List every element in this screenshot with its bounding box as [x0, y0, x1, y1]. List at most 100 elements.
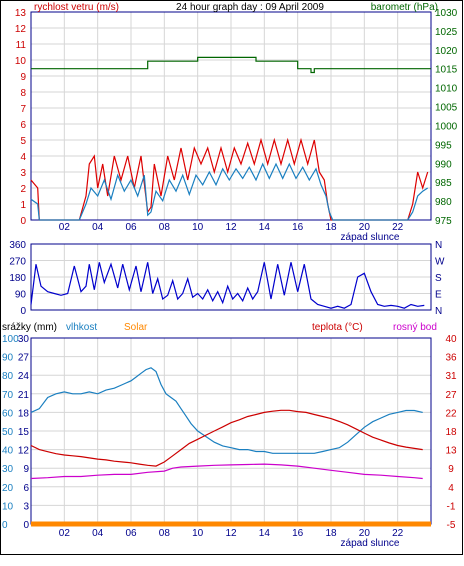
- series-line: [31, 56, 431, 74]
- srazky-tick-label: 24: [18, 371, 30, 382]
- series-line: [30, 262, 425, 309]
- right-tick-label: 1020: [435, 46, 458, 57]
- vlhkost-tick-label: 100: [2, 334, 19, 345]
- teplota-tick-label: 13: [445, 446, 457, 457]
- left-tick-label: 0: [20, 216, 26, 227]
- right-tick-label: 985: [435, 178, 452, 189]
- teplota-tick-label: -5: [447, 520, 456, 531]
- x-tick-label: 12: [225, 222, 237, 233]
- x-tick-label: 18: [325, 222, 337, 233]
- srazky-tick-label: 21: [18, 390, 30, 401]
- rosny-bod-label: rosný bod: [393, 322, 437, 333]
- x-annotation: západ slunce: [341, 232, 400, 243]
- srazky-tick-label: 18: [18, 408, 30, 419]
- right-tick-label: W: [435, 257, 445, 268]
- vlhkost-tick-label: 20: [2, 483, 14, 494]
- right-tick-label: 995: [435, 140, 452, 151]
- right-tick-label: 1030: [435, 8, 458, 19]
- x-tick-label: 06: [125, 528, 137, 539]
- vlhkost-tick-label: 70: [2, 390, 14, 401]
- left-tick-label: 4: [20, 152, 26, 163]
- x-tick-label: 20: [359, 222, 371, 233]
- left-tick-label: 12: [15, 24, 27, 35]
- vlhkost-tick-label: 30: [2, 464, 14, 475]
- x-tick-label: 12: [225, 528, 237, 539]
- x-tick-label: 22: [392, 528, 404, 539]
- vlhkost-tick-label: 10: [2, 501, 14, 512]
- series-line: [30, 367, 423, 454]
- right-tick-label: E: [435, 290, 442, 301]
- right-tick-label: 1005: [435, 103, 458, 114]
- left-tick-label: 1: [20, 200, 26, 211]
- left-tick-label: 9: [20, 72, 26, 83]
- x-tick-label: 16: [292, 528, 304, 539]
- vlhkost-tick-label: 90: [2, 353, 14, 364]
- x-annotation: západ slunce: [341, 538, 400, 549]
- left-tick-label: 6: [20, 120, 26, 131]
- series-line: [30, 162, 429, 221]
- vlhkost-tick-label: 80: [2, 371, 14, 382]
- right-tick-label: S: [435, 273, 442, 284]
- srazky-tick-label: 12: [18, 446, 30, 457]
- x-tick-label: 20: [359, 528, 371, 539]
- x-tick-label: 22: [392, 222, 404, 233]
- series-line: [30, 137, 429, 221]
- vlhkost-tick-label: 0: [2, 520, 8, 531]
- left-tick-label: 8: [20, 88, 26, 99]
- series-line: [30, 409, 423, 467]
- right-tick-label: 1015: [435, 65, 458, 76]
- chart-title: 24 hour graph day : 09 April 2009: [176, 2, 324, 13]
- x-tick-label: 08: [159, 528, 171, 539]
- srazky-label: srážky (mm): [2, 322, 57, 333]
- right-tick-label: 975: [435, 216, 452, 227]
- x-tick-label: 06: [125, 222, 137, 233]
- teplota-tick-label: 27: [445, 390, 457, 401]
- x-tick-label: 04: [92, 528, 104, 539]
- teplota-tick-label: -1: [447, 501, 456, 512]
- teplota-tick-label: 18: [445, 427, 457, 438]
- left-tick-label: 270: [9, 257, 26, 268]
- left-tick-label: 2: [20, 184, 26, 195]
- left-tick-label: 13: [15, 8, 27, 19]
- solar-label: Solar: [124, 322, 148, 333]
- x-tick-label: 02: [59, 528, 71, 539]
- x-tick-label: 14: [259, 222, 271, 233]
- left-tick-label: 7: [20, 104, 26, 115]
- srazky-tick-label: 0: [23, 520, 29, 531]
- vlhkost-label: vlhkost: [66, 322, 97, 333]
- right-tick-label: N: [435, 306, 442, 317]
- x-tick-label: 16: [292, 222, 304, 233]
- plot-area-2: [30, 243, 432, 311]
- x-tick-label: 14: [259, 528, 271, 539]
- left-tick-label: 180: [9, 273, 26, 284]
- right-tick-label: N: [435, 240, 442, 251]
- series-line: [30, 463, 423, 480]
- x-tick-label: 10: [192, 222, 204, 233]
- x-tick-label: 04: [92, 222, 104, 233]
- left-tick-label: 11: [16, 40, 27, 51]
- srazky-tick-label: 15: [18, 427, 30, 438]
- srazky-tick-label: 9: [23, 464, 29, 475]
- vlhkost-tick-label: 40: [2, 446, 14, 457]
- graph-frame: [0, 0, 463, 555]
- right-axis-label: barometr (hPa): [371, 2, 438, 13]
- x-tick-label: 10: [192, 528, 204, 539]
- teplota-tick-label: 36: [445, 353, 457, 364]
- teplota-tick-label: 40: [445, 334, 457, 345]
- right-tick-label: 1000: [435, 121, 458, 132]
- right-tick-label: 980: [435, 197, 452, 208]
- teplota-tick-label: 31: [445, 371, 457, 382]
- srazky-tick-label: 3: [23, 501, 29, 512]
- left-tick-label: 10: [15, 56, 27, 67]
- x-tick-label: 02: [59, 222, 71, 233]
- left-tick-label: 0: [20, 306, 26, 317]
- left-tick-label: 360: [9, 240, 26, 251]
- left-axis-label: rychlost vetru (m/s): [34, 2, 119, 13]
- x-tick-label: 08: [159, 222, 171, 233]
- teplota-tick-label: 22: [445, 408, 457, 419]
- srazky-tick-label: 27: [18, 353, 30, 364]
- right-tick-label: 1025: [435, 27, 458, 38]
- vlhkost-tick-label: 50: [2, 427, 14, 438]
- teplota-tick-label: 9: [448, 464, 454, 475]
- teplota-label: teplota (°C): [312, 322, 363, 333]
